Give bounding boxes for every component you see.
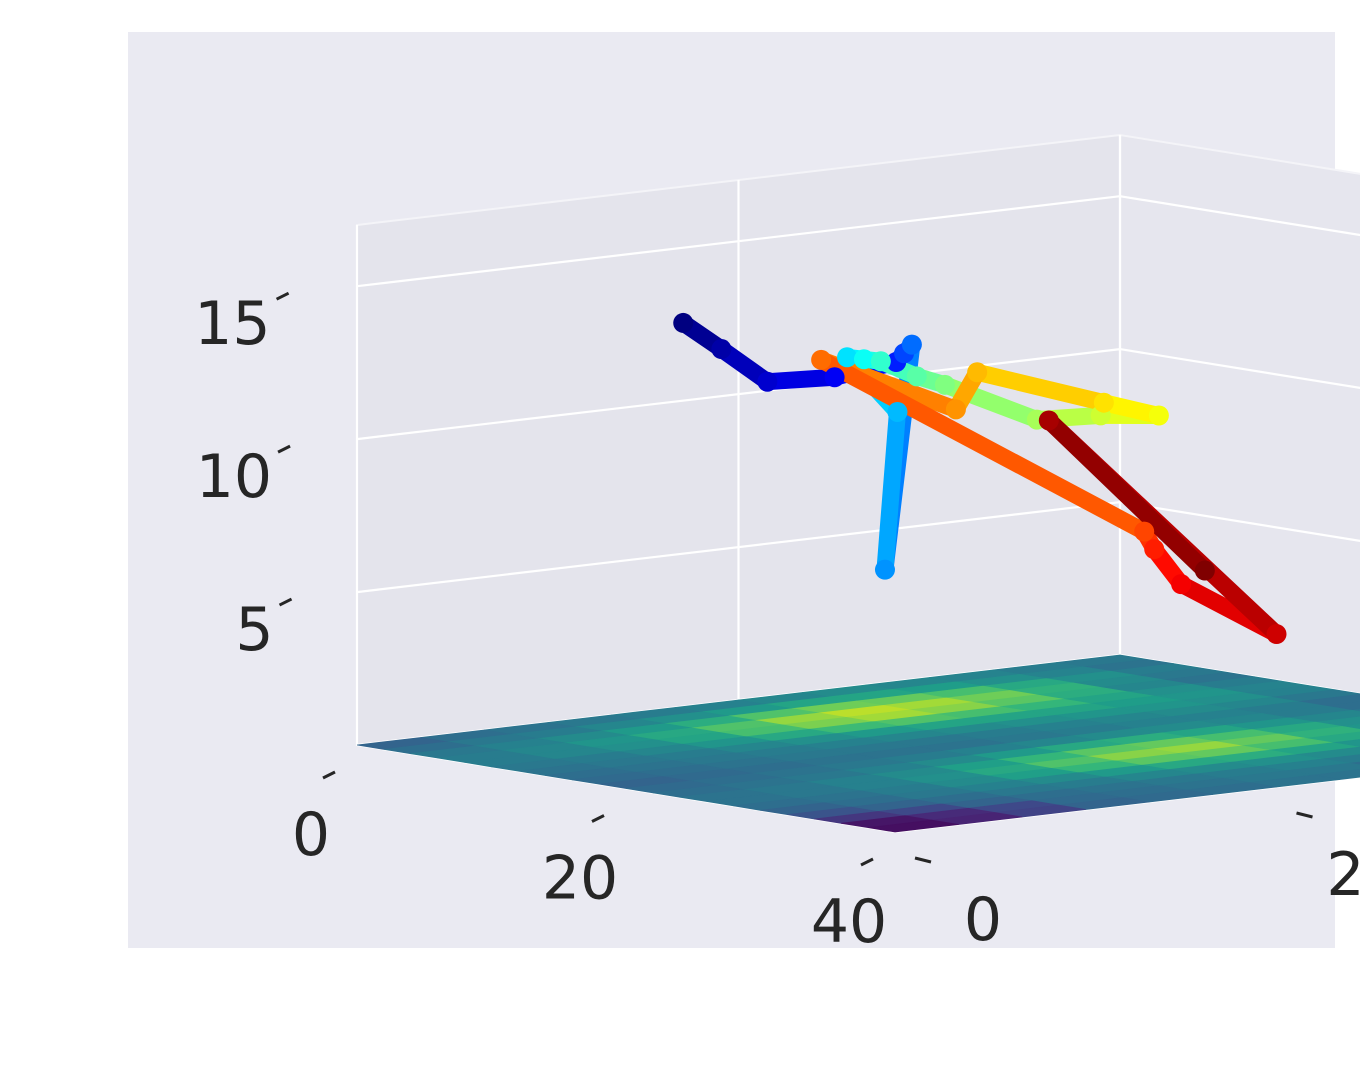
- axis-ticks: 020400204051015: [194, 289, 1360, 957]
- pane-back: [1119, 133, 1360, 695]
- grid-z-15: [356, 195, 1360, 288]
- surface-cell: [1342, 724, 1360, 730]
- trajectory-point: [1148, 405, 1169, 426]
- z-tick-label: 5: [235, 595, 273, 665]
- z-tick-mark: [277, 444, 291, 454]
- trajectory-segment: [968, 363, 1113, 412]
- trajectory-point: [1266, 624, 1287, 645]
- z-tick-mark: [278, 597, 293, 607]
- z-tick-label: 15: [194, 289, 270, 359]
- grid-z-10: [356, 347, 1360, 441]
- trajectory-segment: [812, 351, 1153, 541]
- trajectory-segment: [1040, 411, 1214, 580]
- x-tick-label: 0: [292, 800, 330, 870]
- y-tick-mark: [914, 856, 932, 864]
- trajectory-point: [887, 401, 908, 422]
- trajectory-point: [811, 349, 832, 370]
- trajectory-line: [673, 312, 1287, 645]
- trajectory-point: [837, 347, 858, 368]
- trajectory-point: [1093, 392, 1114, 413]
- trajectory-point: [1194, 560, 1215, 581]
- y-tick-mark: [1296, 811, 1313, 819]
- trajectory-point: [870, 351, 891, 372]
- y-tick-label: 0: [964, 885, 1002, 955]
- y-tick-label: 20: [1326, 840, 1360, 910]
- trajectory-point: [1171, 574, 1192, 595]
- trajectory-point: [853, 349, 874, 370]
- trajectory-point: [1134, 521, 1155, 542]
- trajectory-point: [824, 367, 845, 388]
- trajectory-segment: [876, 403, 906, 579]
- trajectory-point: [874, 559, 895, 580]
- trajectory-point: [673, 312, 694, 333]
- trajectory-segment: [758, 368, 844, 391]
- trajectory-point: [967, 362, 988, 383]
- trajectory-point: [711, 339, 732, 360]
- heatmap-surface: [356, 654, 1360, 833]
- x-tick-mark: [860, 857, 874, 867]
- x-tick-label: 40: [811, 887, 887, 957]
- trajectory-point: [901, 334, 922, 355]
- trajectory-point: [945, 399, 966, 420]
- trajectory-point: [757, 371, 778, 392]
- trajectory-point: [934, 374, 955, 395]
- trajectory-point: [1144, 539, 1165, 560]
- trajectory-point: [906, 366, 927, 387]
- x-tick-label: 20: [542, 844, 618, 914]
- grid-z-5: [356, 500, 1360, 594]
- z-tick-label: 10: [196, 442, 272, 512]
- z-tick-mark: [275, 291, 290, 301]
- surface-cell: [868, 819, 959, 833]
- x-tick-mark: [322, 770, 336, 780]
- trajectory-point: [1038, 410, 1059, 431]
- x-tick-mark: [591, 814, 605, 823]
